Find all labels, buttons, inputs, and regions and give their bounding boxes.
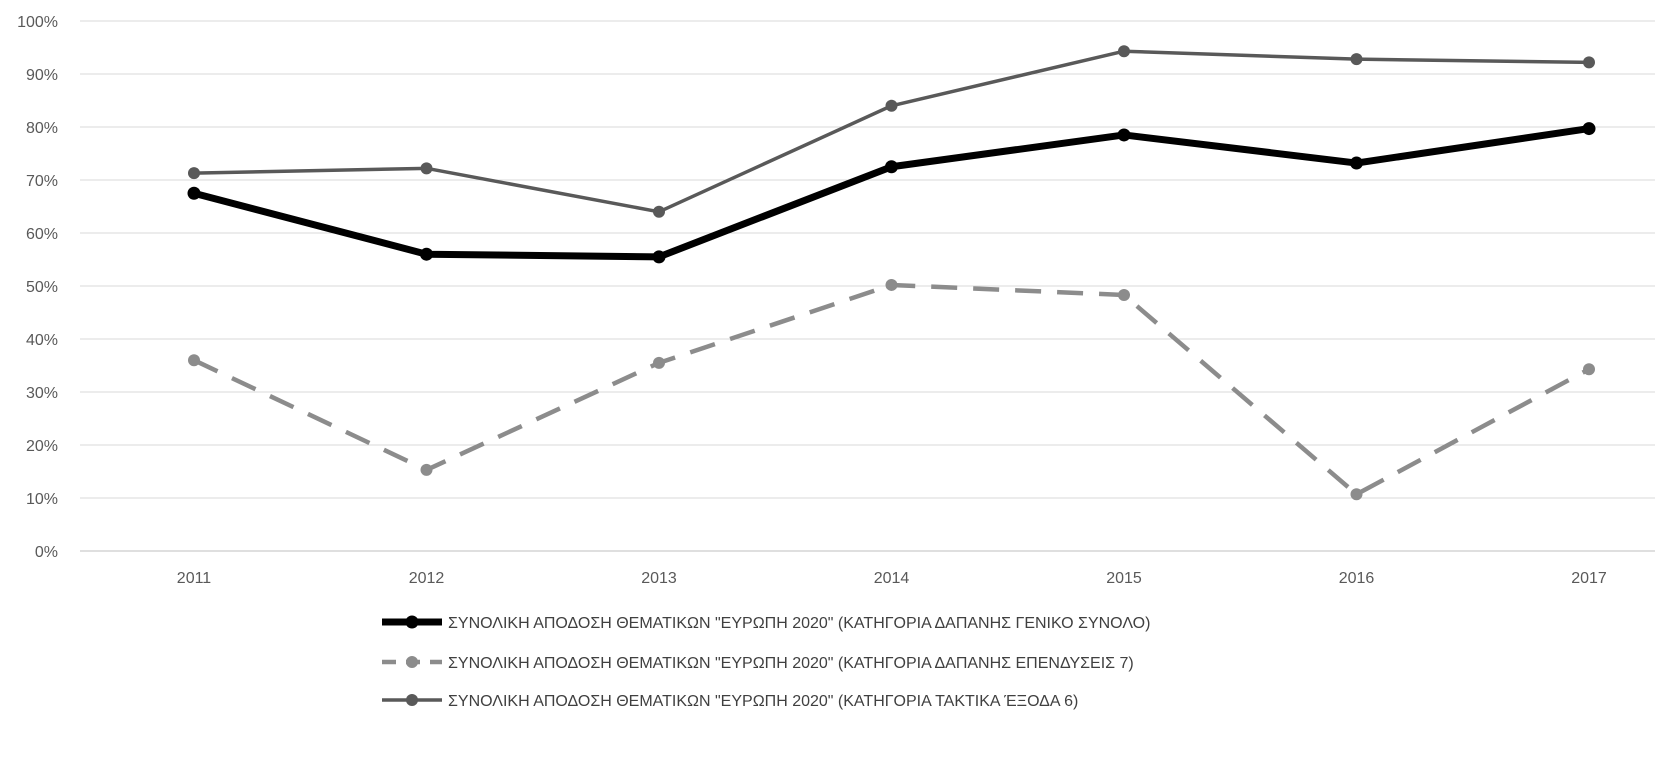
data-point [885,278,898,291]
data-point [1582,122,1596,136]
legend-swatch-marker [406,656,418,668]
series-2 [188,278,1595,501]
x-tick-label: 2017 [1571,570,1607,587]
y-tick-label: 70% [26,173,58,190]
data-point [1117,128,1131,142]
y-tick-label: 10% [26,491,58,508]
x-tick-label: 2011 [177,570,212,587]
data-point [1350,156,1363,170]
data-point [653,356,665,369]
data-point [1583,363,1595,376]
data-point [188,354,200,367]
legend-label: ΣΥΝΟΛΙΚΗ ΑΠΟΔΟΣΗ ΘΕΜΑΤΙΚΩΝ "ΕΥΡΩΠΗ 2020"… [448,693,1078,710]
y-tick-label: 90% [26,67,58,84]
x-tick-label: 2016 [1339,570,1375,587]
data-point [420,162,433,175]
legend-label: ΣΥΝΟΛΙΚΗ ΑΠΟΔΟΣΗ ΘΕΜΑΤΙΚΩΝ "ΕΥΡΩΠΗ 2020"… [448,655,1134,672]
data-point [653,205,665,218]
x-tick-label: 2015 [1106,570,1142,587]
data-point [1350,53,1363,66]
series-1 [187,122,1596,264]
legend-item: ΣΥΝΟΛΙΚΗ ΑΠΟΔΟΣΗ ΘΕΜΑΤΙΚΩΝ "ΕΥΡΩΠΗ 2020"… [382,655,1134,672]
data-point [652,250,666,264]
legend-swatch-marker [406,694,418,706]
data-point [885,160,898,174]
legend-item: ΣΥΝΟΛΙΚΗ ΑΠΟΔΟΣΗ ΘΕΜΑΤΙΚΩΝ "ΕΥΡΩΠΗ 2020"… [382,615,1150,632]
y-tick-label: 50% [26,279,58,296]
series-line [193,282,1591,497]
y-tick-label: 80% [26,120,58,137]
grid-lines [80,20,1655,552]
data-point [187,186,201,200]
data-point [188,167,200,180]
legend: ΣΥΝΟΛΙΚΗ ΑΠΟΔΟΣΗ ΘΕΜΑΤΙΚΩΝ "ΕΥΡΩΠΗ 2020"… [382,615,1150,710]
legend-label: ΣΥΝΟΛΙΚΗ ΑΠΟΔΟΣΗ ΘΕΜΑΤΙΚΩΝ "ΕΥΡΩΠΗ 2020"… [448,615,1150,632]
series-group [187,45,1596,501]
legend-item: ΣΥΝΟΛΙΚΗ ΑΠΟΔΟΣΗ ΘΕΜΑΤΙΚΩΝ "ΕΥΡΩΠΗ 2020"… [382,693,1078,710]
x-tick-label: 2014 [874,570,910,587]
y-tick-label: 0% [35,544,58,561]
data-point [420,463,433,476]
data-point [1118,289,1130,302]
data-point [1118,45,1130,58]
y-tick-label: 20% [26,438,58,455]
x-tick-label: 2012 [409,570,445,587]
series-line [193,49,1590,214]
series-line [193,125,1590,261]
x-tick-label: 2013 [641,570,677,587]
data-point [420,247,433,261]
data-point [1583,56,1595,69]
legend-swatch-marker [405,615,419,629]
x-axis-tick-labels: 2011 2012 2013 2014 2015 2016 2017 [177,570,1607,587]
y-axis-tick-labels: 0% 10% 20% 30% 40% 50% 60% 70% 80% 90% 100% [17,14,58,561]
series-3 [188,45,1595,218]
y-tick-label: 40% [26,332,58,349]
y-tick-label: 30% [26,385,58,402]
y-tick-label: 60% [26,226,58,243]
y-tick-label: 100% [17,14,58,31]
data-point [885,99,898,112]
data-point [1350,488,1363,501]
